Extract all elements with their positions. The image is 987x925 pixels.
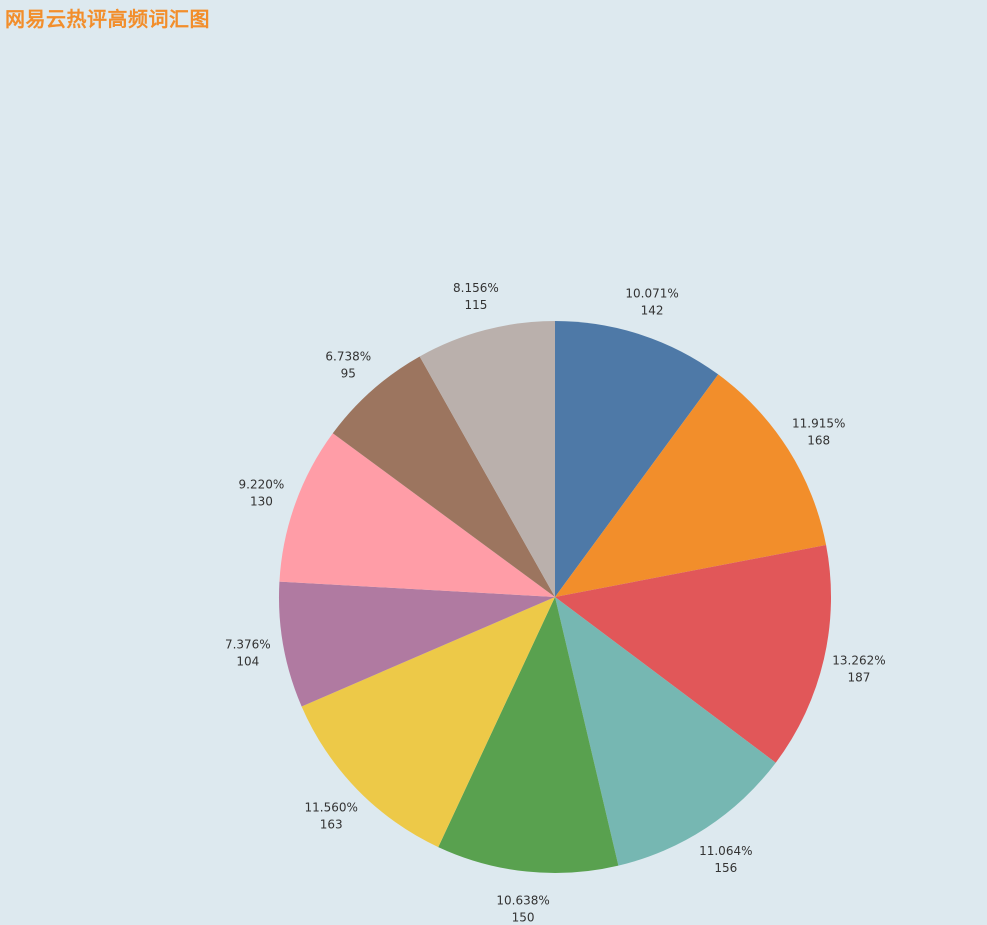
slice-value-label-3: 156 <box>714 861 737 875</box>
pie-slice-8 <box>332 356 555 597</box>
slice-value-label-2: 187 <box>848 670 871 684</box>
slice-value-label-0: 142 <box>641 303 664 317</box>
slice-value-label-8: 95 <box>341 366 356 380</box>
pie-labels: 10.071% 142 11.915% 168 13.262% 187 11.064% 156… <box>225 281 886 924</box>
pie-slice-9 <box>419 321 555 597</box>
pie-slices <box>279 321 832 873</box>
chart-title: 网易云热评高频词汇图 <box>5 7 210 31</box>
pie-slice-7 <box>279 433 555 597</box>
slice-value-label-9: 115 <box>464 298 487 312</box>
slice-value-label-4: 150 <box>512 910 535 924</box>
pie-slice-6 <box>279 581 555 707</box>
slice-percent-label-5: 11.560% <box>305 800 358 814</box>
slice-percent-label-7: 9.220% <box>239 477 285 491</box>
pie-slice-3 <box>555 597 776 866</box>
slice-percent-label-2: 13.262% <box>832 653 885 667</box>
pie-slice-5 <box>301 597 555 848</box>
slice-percent-label-8: 6.738% <box>325 349 371 363</box>
slice-percent-label-6: 7.376% <box>225 638 271 652</box>
slice-percent-label-4: 10.638% <box>496 893 549 907</box>
slice-value-label-1: 168 <box>807 433 830 447</box>
slice-percent-label-3: 11.064% <box>699 844 752 858</box>
slice-value-label-6: 104 <box>236 655 259 669</box>
slice-percent-label-1: 11.915% <box>792 416 845 430</box>
pie-slice-2 <box>555 545 832 763</box>
slice-value-label-5: 163 <box>320 817 343 831</box>
pie-slice-1 <box>555 374 827 597</box>
slice-percent-label-9: 8.156% <box>453 281 499 295</box>
pie-slice-4 <box>438 597 619 873</box>
pie-slice-0 <box>555 321 719 597</box>
slice-percent-label-0: 10.071% <box>625 286 678 300</box>
slice-value-label-7: 130 <box>250 494 273 508</box>
